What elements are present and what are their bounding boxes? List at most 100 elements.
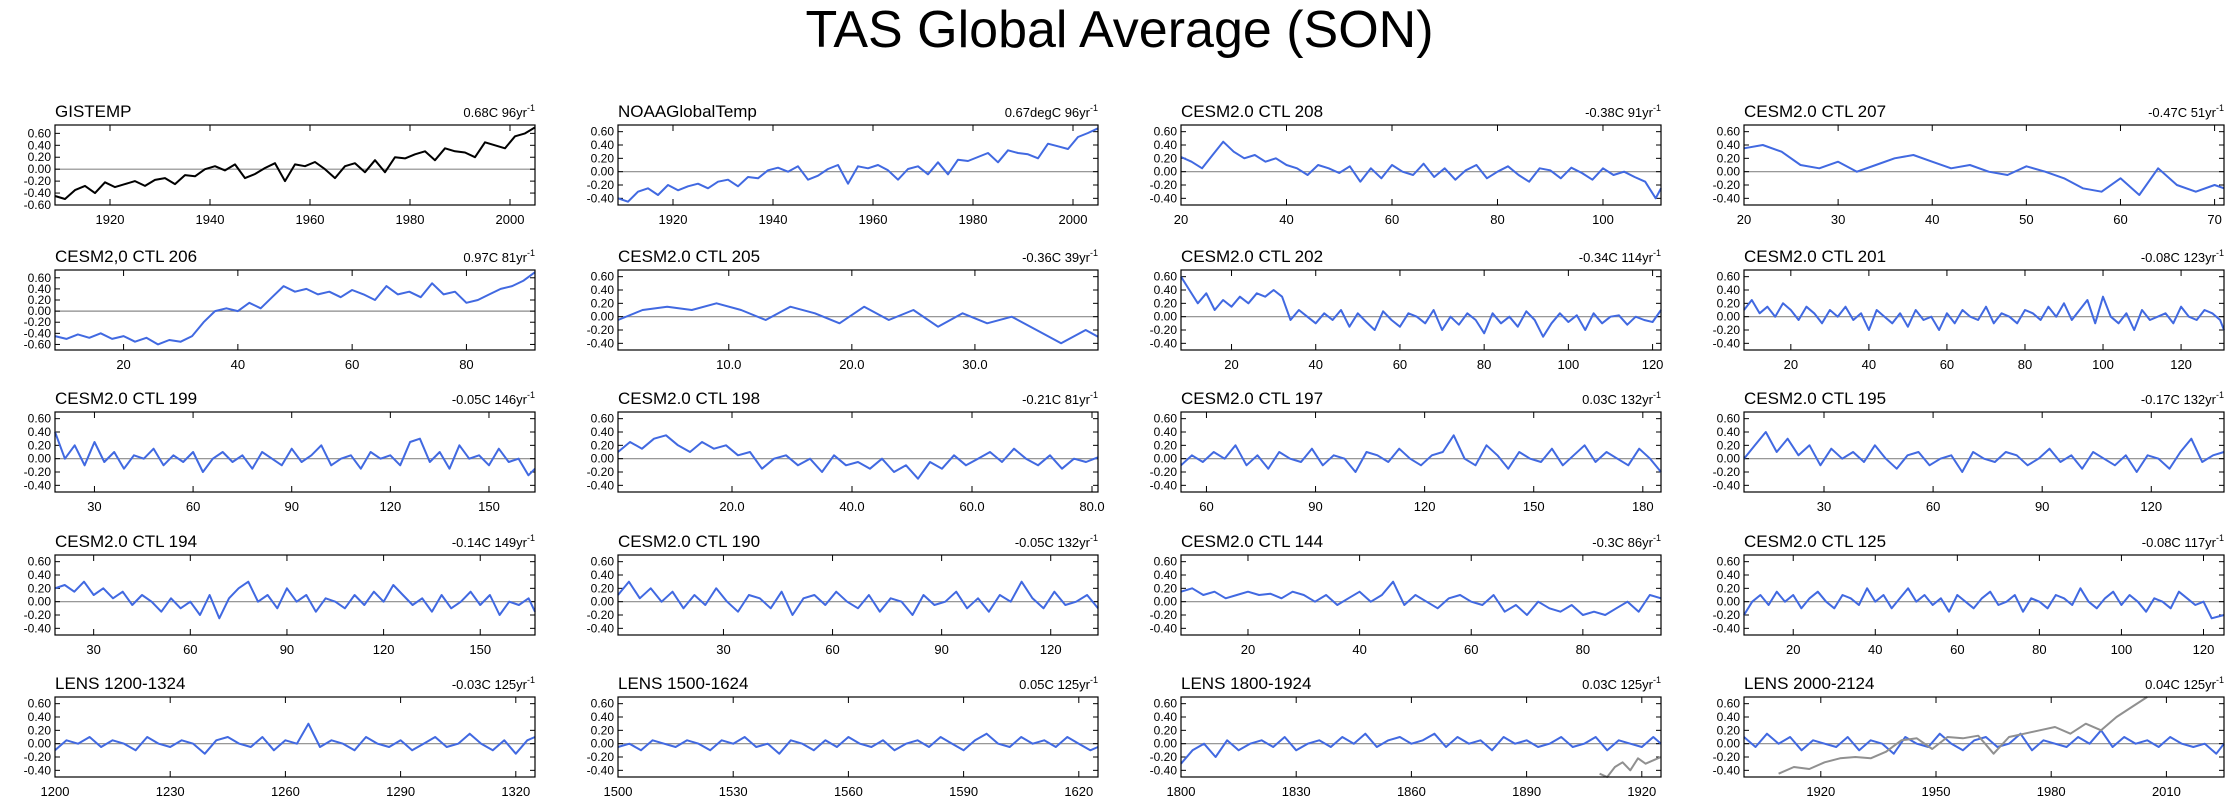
y-tick-label: 0.20 bbox=[28, 581, 52, 595]
x-tick-label: 60 bbox=[1464, 642, 1478, 657]
trend-unit: -1 bbox=[1653, 533, 1661, 543]
x-tick-label: 1590 bbox=[949, 784, 978, 799]
y-tick-label: -0.40 bbox=[24, 186, 52, 200]
trend-unit: -1 bbox=[527, 103, 535, 113]
x-tick-label: 1920 bbox=[1627, 784, 1656, 799]
y-tick-label: -0.40 bbox=[1713, 478, 1741, 492]
plot-frame bbox=[1180, 411, 1662, 493]
x-tick-label: 180 bbox=[1632, 499, 1654, 514]
y-tick-label: 0.00 bbox=[28, 595, 52, 609]
x-tick-label: 100 bbox=[2092, 357, 2114, 372]
plot-frame bbox=[1180, 554, 1662, 636]
series-line bbox=[617, 580, 1099, 616]
panel: CESM2.0 CTL 207 -0.47C 51yr-1-0.40-0.200.… bbox=[1713, 102, 2225, 227]
x-tick-label: 80.0 bbox=[1079, 499, 1104, 514]
trend-label: -0.08C 123yr-1 bbox=[2141, 248, 2224, 265]
plot-frame bbox=[1743, 554, 2225, 636]
series-line bbox=[1180, 434, 1662, 473]
x-tick-label: 1980 bbox=[2037, 784, 2066, 799]
x-tick-label: 1980 bbox=[959, 212, 988, 227]
y-tick-label: 0.20 bbox=[1154, 151, 1178, 165]
plot-frame bbox=[617, 411, 1099, 493]
trend-label: -0.34C 114yr-1 bbox=[1579, 248, 1661, 265]
y-tick-label: 0.20 bbox=[1717, 151, 1741, 165]
y-tick-label: -0.40 bbox=[587, 763, 615, 777]
x-tick-label: 120 bbox=[1642, 357, 1664, 372]
x-tick-label: 40 bbox=[1309, 357, 1323, 372]
y-tick-label: 0.40 bbox=[1717, 283, 1741, 297]
plot-frame bbox=[617, 554, 1099, 636]
plot-frame bbox=[54, 124, 536, 206]
y-tick-label: 0.20 bbox=[1717, 296, 1741, 310]
y-tick-label: -0.20 bbox=[1150, 465, 1178, 479]
x-tick-label: 1920 bbox=[1806, 784, 1835, 799]
panel-title: LENS 1800-1924 bbox=[1181, 674, 1311, 693]
panel: CESM2,0 CTL 206 0.97C 81yr-1 -0.60-0.40-0.… bbox=[24, 247, 536, 372]
plot-frame bbox=[1180, 269, 1662, 351]
y-tick-label: 0.20 bbox=[591, 581, 615, 595]
panel: CESM2.0 CTL 194 -0.14C 149yr-1-0.40-0.200… bbox=[24, 532, 536, 657]
panel-title: CESM2.0 CTL 202 bbox=[1181, 247, 1323, 266]
panel: CESM2.0 CTL 125 -0.08C 117yr-1-0.40-0.200… bbox=[1713, 532, 2225, 657]
y-tick-label: -0.20 bbox=[24, 315, 52, 329]
x-tick-label: 40 bbox=[1862, 357, 1876, 372]
panel-title: CESM2.0 CTL 194 bbox=[55, 532, 197, 551]
panel-title: CESM2.0 CTL 205 bbox=[618, 247, 760, 266]
panel-title: LENS 1200-1324 bbox=[55, 674, 185, 693]
y-tick-label: -0.60 bbox=[24, 337, 52, 351]
panel-title: GISTEMP bbox=[55, 102, 132, 121]
y-tick-label: -0.60 bbox=[24, 198, 52, 212]
x-tick-label: 90 bbox=[280, 642, 294, 657]
x-tick-label: 1620 bbox=[1064, 784, 1093, 799]
x-tick-label: 1230 bbox=[156, 784, 185, 799]
y-tick-label: -0.20 bbox=[1713, 323, 1741, 337]
y-tick-label: 0.20 bbox=[28, 438, 52, 452]
x-tick-label: 20 bbox=[1786, 642, 1800, 657]
y-tick-label: 0.60 bbox=[591, 412, 615, 426]
panel-title: LENS 2000-2124 bbox=[1744, 674, 1874, 693]
x-tick-label: 1560 bbox=[834, 784, 863, 799]
x-tick-label: 30 bbox=[716, 642, 730, 657]
panel-title: CESM2.0 CTL 201 bbox=[1744, 247, 1886, 266]
series-line bbox=[54, 722, 536, 755]
y-tick-label: 0.40 bbox=[28, 138, 52, 152]
series-line bbox=[1743, 431, 2225, 473]
panel-title: CESM2.0 CTL 199 bbox=[55, 389, 197, 408]
trend-unit: -1 bbox=[527, 390, 535, 400]
panel: CESM2.0 CTL 197 0.03C 132yr-1-0.40-0.200.… bbox=[1150, 389, 1662, 514]
y-tick-label: -0.40 bbox=[587, 191, 615, 205]
y-tick-label: 0.60 bbox=[28, 412, 52, 426]
x-tick-label: 70 bbox=[2207, 212, 2221, 227]
y-tick-label: 0.40 bbox=[1717, 138, 1741, 152]
y-tick-label: 0.40 bbox=[591, 425, 615, 439]
trend-label: 0.97C 81yr-1 bbox=[463, 248, 535, 265]
x-tick-label: 60 bbox=[183, 642, 197, 657]
x-tick-label: 20 bbox=[116, 357, 130, 372]
y-tick-label: 0.20 bbox=[591, 438, 615, 452]
series-line bbox=[617, 127, 1099, 203]
x-tick-label: 90 bbox=[2035, 499, 2049, 514]
x-tick-label: 1860 bbox=[1397, 784, 1426, 799]
x-tick-label: 60 bbox=[1926, 499, 1940, 514]
y-tick-label: -0.20 bbox=[1150, 178, 1178, 192]
trend-unit: -1 bbox=[2216, 675, 2224, 685]
panel: CESM2.0 CTL 198 -0.21C 81yr-1-0.40-0.200.… bbox=[587, 389, 1105, 514]
y-tick-label: 0.40 bbox=[1717, 425, 1741, 439]
y-tick-label: 0.40 bbox=[1154, 568, 1178, 582]
x-tick-label: 30 bbox=[86, 642, 100, 657]
panel: LENS 1500-1624 0.05C 125yr-1 -0.40-0.200.0… bbox=[587, 674, 1099, 799]
series-line bbox=[1180, 140, 1662, 200]
plot-frame bbox=[617, 124, 1099, 206]
y-tick-label: 0.20 bbox=[1154, 296, 1178, 310]
trend-unit: -1 bbox=[1090, 248, 1098, 258]
panel-title: NOAAGlobalTemp bbox=[618, 102, 757, 121]
series-line bbox=[1743, 144, 2225, 196]
x-tick-label: 1530 bbox=[719, 784, 748, 799]
trend-label: -0.17C 132yr-1 bbox=[2141, 390, 2224, 407]
plot-frame bbox=[1743, 124, 2225, 206]
x-tick-label: 120 bbox=[373, 642, 395, 657]
x-tick-label: 2010 bbox=[2152, 784, 2181, 799]
y-tick-label: 0.40 bbox=[1717, 568, 1741, 582]
y-tick-label: -0.20 bbox=[1150, 750, 1178, 764]
series-line bbox=[1743, 729, 2225, 755]
